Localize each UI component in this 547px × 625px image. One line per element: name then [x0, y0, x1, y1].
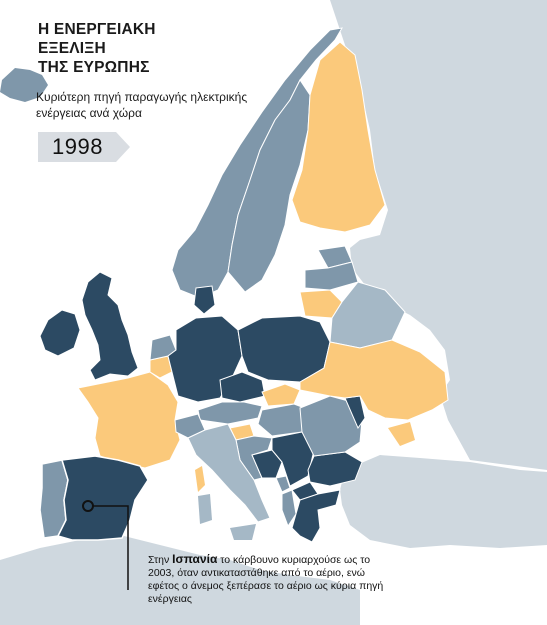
ireland — [39, 309, 81, 357]
title-line: ΕΞΕΛΙΞΗ — [38, 40, 106, 57]
sardinia — [198, 494, 212, 524]
united-kingdom — [81, 271, 139, 381]
montenegro — [275, 475, 291, 493]
year-badge: 1998 — [38, 132, 130, 162]
ukraine — [299, 339, 449, 421]
map-title: Η ΕΝΕΡΓΕΙΑΚΗ ΕΞΕΛΙΞΗ ΤΗΣ ΕΥΡΩΠΗΣ — [38, 20, 208, 77]
map-subtitle: Κυριότερη πηγή παραγωγής ηλεκτρικής ενέρ… — [36, 90, 248, 120]
greece — [291, 489, 341, 543]
finland — [291, 41, 386, 233]
france — [77, 371, 181, 469]
spain — [56, 455, 149, 541]
annotation-text: το κάρβουνο κυριαρχούσε ως το 2003, όταν… — [148, 554, 384, 605]
austria — [197, 401, 263, 425]
sicily — [230, 524, 256, 540]
ukraine-crimea — [388, 422, 415, 446]
title-line: ΤΗΣ ΕΥΡΩΠΗΣ — [38, 59, 150, 76]
denmark — [193, 285, 216, 315]
romania — [299, 395, 363, 457]
bulgaria — [307, 451, 363, 487]
corsica — [195, 466, 205, 492]
italy — [187, 423, 271, 523]
turkey — [340, 455, 547, 548]
annotation-lead: Στην — [148, 554, 170, 566]
annotation-leader-line — [88, 505, 129, 590]
annotation-country: Ισπανία — [172, 552, 218, 566]
bosnia — [251, 449, 283, 479]
year-label: 1998 — [52, 134, 103, 159]
annotation-marker — [82, 500, 94, 512]
year-badge-shape — [38, 132, 130, 162]
north-africa — [0, 535, 360, 625]
title-line: Η ΕΝΕΡΓΕΙΑΚΗ — [38, 21, 156, 38]
russia — [330, 0, 547, 470]
slovakia — [261, 383, 301, 407]
albania — [281, 489, 297, 528]
spain-annotation: Στην Ισπανία το κάρβουνο κυριαρχούσε ως … — [148, 553, 398, 606]
iceland — [0, 68, 48, 102]
